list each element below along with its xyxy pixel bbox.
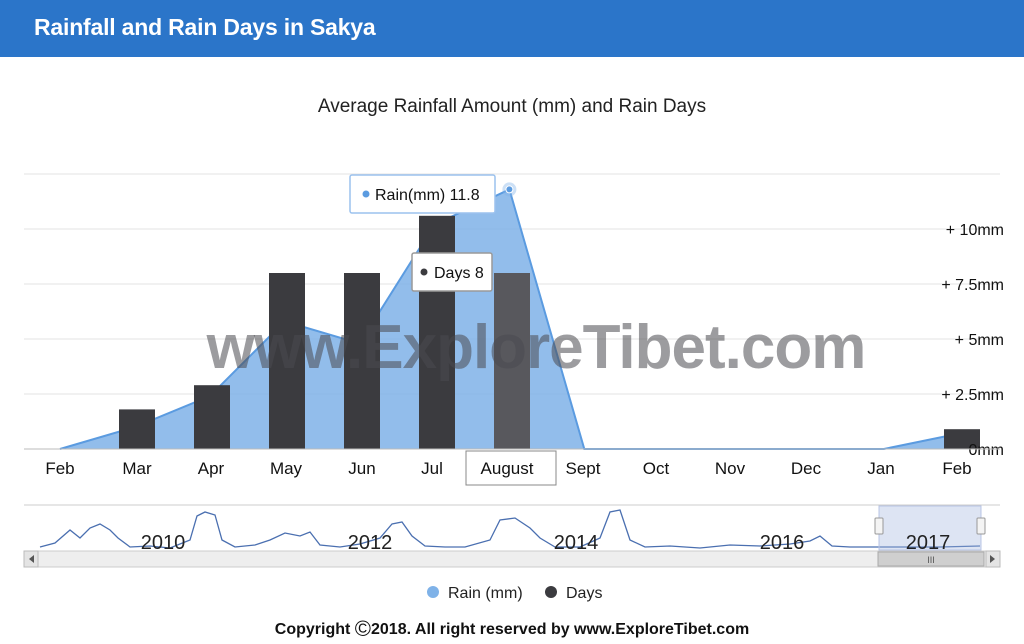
footer-text: 2018. All right reserved by www.ExploreT… xyxy=(371,621,750,638)
navigator-right-handle[interactable] xyxy=(976,517,986,535)
x-tick-label: Jun xyxy=(348,459,375,478)
y-tick-label: + 5mm xyxy=(955,332,1004,349)
days-bar[interactable] xyxy=(494,273,530,449)
y-tick-label: + 7.5mm xyxy=(941,277,1004,294)
navigator-left-handle[interactable] xyxy=(874,517,884,535)
scroll-right-arrow-icon xyxy=(990,555,995,563)
navigator-year-label: 2012 xyxy=(348,532,393,554)
y-tick-label: 0mm xyxy=(968,442,1004,459)
legend[interactable]: Rain (mm) Days xyxy=(427,585,602,602)
days-bar[interactable] xyxy=(194,385,230,449)
x-tick-label: Nov xyxy=(715,459,746,478)
x-tick-label: Feb xyxy=(45,459,74,478)
days-tooltip-text: Days 8 xyxy=(434,265,484,282)
x-tick-label: May xyxy=(270,459,303,478)
legend-item-rain[interactable]: Rain (mm) xyxy=(427,585,523,602)
navigator-year-label: 2017 xyxy=(906,532,951,554)
scrollbar-grip: III xyxy=(927,555,935,565)
scroll-left-arrow-icon xyxy=(29,555,34,563)
days-column-series[interactable] xyxy=(119,215,980,449)
days-tooltip: Days 8 xyxy=(411,252,493,292)
legend-rain-label: Rain (mm) xyxy=(448,585,523,602)
x-tick-label: August xyxy=(481,459,534,478)
days-bar[interactable] xyxy=(944,429,980,449)
page-header: Rainfall and Rain Days in Sakya xyxy=(0,0,1024,57)
y-tick-label: + 10mm xyxy=(946,222,1004,239)
footer: Copyright ©2018. All right reserved by w… xyxy=(0,616,1024,642)
x-tick-label: Dec xyxy=(791,459,822,478)
navigator-range-selection[interactable] xyxy=(878,505,982,551)
x-tick-label: Mar xyxy=(122,459,152,478)
watermark: www.ExploreTibet.com xyxy=(206,313,866,382)
rain-marker[interactable] xyxy=(505,185,514,194)
rain-tooltip-box xyxy=(349,174,496,214)
rain-tooltip-dot xyxy=(362,190,370,198)
navigator-year-label: 2016 xyxy=(760,532,805,554)
x-tick-label: Oct xyxy=(643,459,670,478)
legend-item-days[interactable]: Days xyxy=(545,585,602,602)
footer-prefix: Copyright xyxy=(274,621,355,638)
days-bar[interactable] xyxy=(119,409,155,449)
y-tick-label: + 2.5mm xyxy=(941,387,1004,404)
page-title: Rainfall and Rain Days in Sakya xyxy=(34,14,376,40)
legend-rain-swatch xyxy=(427,586,439,598)
legend-days-label: Days xyxy=(566,585,602,602)
days-bar[interactable] xyxy=(269,273,305,449)
navigator-year-label: 2010 xyxy=(141,532,186,554)
navigator-year-label: 2014 xyxy=(554,532,599,554)
copyright-symbol: © xyxy=(354,616,371,641)
legend-days-swatch xyxy=(545,586,557,598)
navigator-line xyxy=(39,509,981,549)
x-tick-label: Jan xyxy=(867,459,894,478)
days-tooltip-box xyxy=(411,252,493,292)
tooltips: Rain(mm) 11.8 Days 8 xyxy=(349,174,496,292)
days-bar[interactable] xyxy=(344,273,380,449)
chart-title: Average Rainfall Amount (mm) and Rain Da… xyxy=(317,96,707,117)
x-tick-label: Jul xyxy=(421,459,443,478)
y-axis: 0mm + 2.5mm + 5mm + 7.5mm + 10mm xyxy=(941,222,1004,459)
x-axis: Feb Mar Apr May Jun Jul August Sept Oct Nov Dec Jan… xyxy=(24,448,1000,486)
days-tooltip-dot xyxy=(420,268,428,276)
rain-tooltip-text: Rain(mm) 11.8 xyxy=(375,187,480,204)
scrollbar-track[interactable] xyxy=(23,550,1001,568)
scrollbar-thumb[interactable] xyxy=(877,551,985,567)
x-tick-label: Feb xyxy=(942,459,971,478)
x-tick-highlight xyxy=(465,450,557,486)
category-tooltip-box xyxy=(465,450,557,486)
rain-tooltip: Rain(mm) 11.8 xyxy=(349,174,496,214)
x-tick-label: Apr xyxy=(198,459,225,478)
x-tick-label: Sept xyxy=(566,459,601,478)
